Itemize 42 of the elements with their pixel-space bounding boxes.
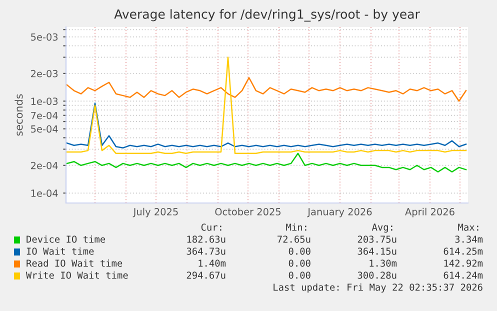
text: 300.28u	[358, 272, 396, 279]
line-series	[66, 56, 467, 154]
legend-label: Write IO Wait time	[26, 271, 128, 279]
text: 72.65u	[278, 236, 310, 243]
text: 1.30m	[370, 260, 397, 267]
legend-label: Read IO Wait time	[26, 259, 122, 267]
line-series	[66, 152, 467, 173]
text: 614.25m	[444, 248, 483, 255]
text: 142.92m	[444, 260, 483, 267]
text: Max:	[458, 224, 478, 231]
text: 0.00	[288, 260, 310, 267]
text: 182.63u	[187, 236, 226, 243]
chart-title: Average latency for /dev/ring1_sys/root - by year	[114, 9, 420, 22]
legend-label: Device IO time	[26, 235, 106, 243]
x-tick-label: January 2026	[307, 208, 372, 218]
y-tick-label: 1e-03	[31, 98, 58, 105]
text: 1.40m	[198, 260, 226, 267]
y-tick-label: 2e-03	[31, 70, 58, 78]
text: 614.24m	[444, 272, 483, 279]
x-tick-label: April 2026	[405, 208, 454, 218]
text: 364.15u	[358, 248, 396, 255]
y-tick-label: 7e-04	[31, 112, 58, 120]
y-tick-label: 5e-04	[31, 125, 58, 133]
x-tick-label: October 2025	[215, 208, 281, 216]
y-tick-label: 2e-04	[31, 162, 58, 170]
text: 0.00	[288, 272, 310, 279]
y-axis-title: seconds	[14, 94, 23, 136]
text: 0.00	[288, 248, 310, 255]
text: 294.67u	[186, 272, 226, 279]
line-series	[66, 102, 467, 149]
text: 203.75u	[358, 236, 396, 243]
text: Avg:	[372, 224, 392, 233]
y-tick-label: 5e-03	[31, 33, 58, 41]
y-tick-label: 1e-04	[31, 190, 58, 197]
legend-label: IO Wait time	[26, 247, 94, 255]
x-tick-label: July 2025	[132, 208, 178, 218]
text: 3.34m	[455, 236, 483, 243]
text: Last update: Fri May 22 02:35:37 2026	[274, 283, 482, 293]
text: Min:	[286, 223, 306, 231]
line-series	[66, 77, 467, 102]
text: 364.73u	[186, 248, 226, 255]
text: Cur:	[201, 224, 222, 231]
